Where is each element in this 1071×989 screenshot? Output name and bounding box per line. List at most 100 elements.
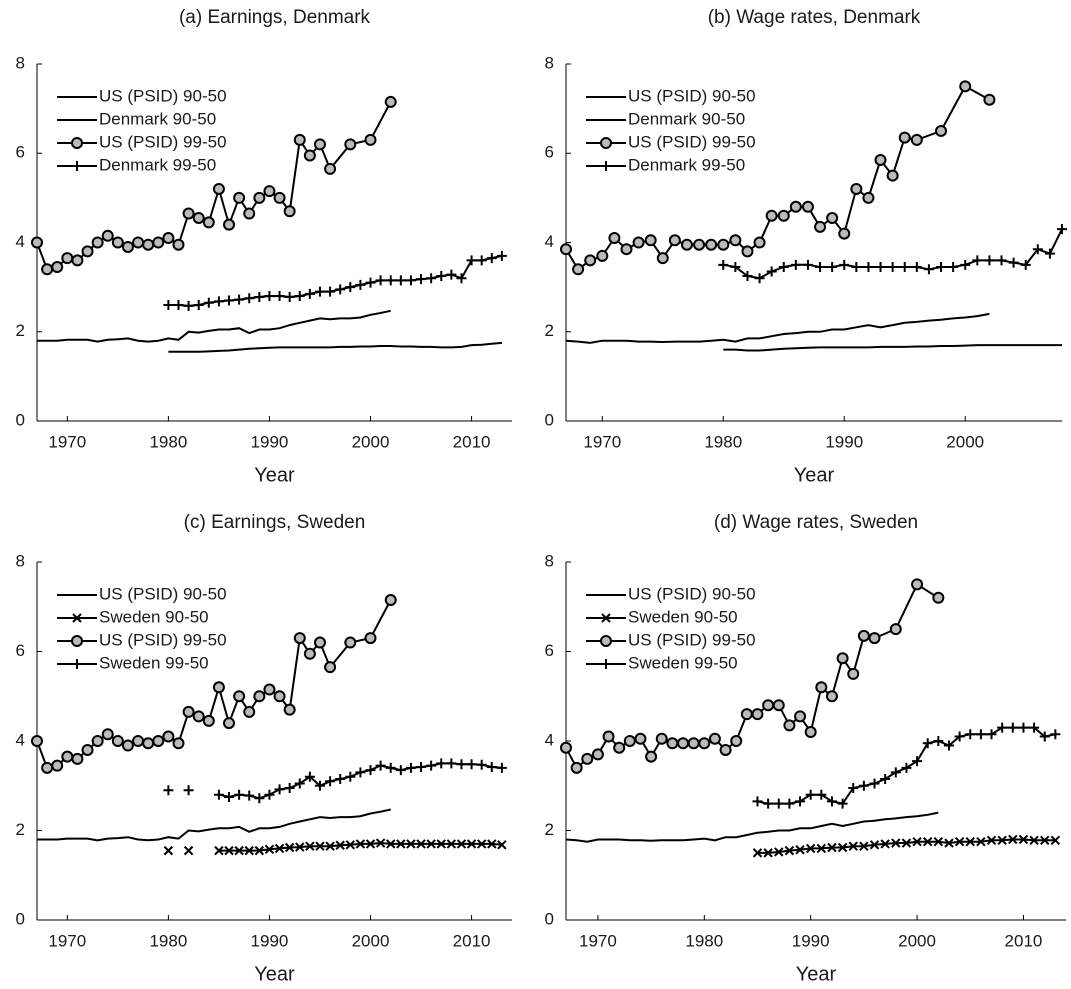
marker — [869, 840, 880, 850]
marker — [1008, 257, 1019, 268]
marker — [254, 845, 265, 856]
marker — [121, 240, 134, 253]
marker — [253, 690, 266, 703]
marker — [645, 750, 658, 763]
y-tick-label: 0 — [545, 909, 554, 928]
marker — [243, 705, 256, 718]
marker — [875, 262, 886, 273]
legend-marker — [600, 635, 612, 647]
marker — [1057, 224, 1067, 235]
marker — [668, 234, 681, 247]
marker — [121, 739, 134, 752]
marker — [666, 737, 679, 750]
marker — [899, 262, 910, 273]
y-tick-label: 4 — [16, 232, 25, 251]
legend-label: Denmark 99-50 — [99, 155, 216, 174]
marker — [718, 259, 729, 270]
marker — [773, 798, 784, 809]
marker — [51, 759, 64, 772]
marker — [355, 767, 366, 778]
marker — [837, 842, 848, 853]
marker — [254, 291, 265, 302]
marker — [192, 211, 205, 224]
y-tick-label: 4 — [16, 730, 25, 749]
x-tick-label: 2010 — [1005, 931, 1043, 950]
marker — [1007, 722, 1018, 733]
marker — [284, 291, 295, 302]
marker — [313, 138, 326, 151]
panel: (d) Wage rates, Sweden 0 2 4 6 8 1970 1980 1990 2… — [545, 512, 1066, 985]
marker — [364, 632, 377, 645]
marker — [677, 737, 690, 750]
marker — [997, 835, 1007, 846]
legend-label: US (PSID) 99-50 — [99, 630, 227, 649]
marker — [132, 236, 145, 249]
series-line — [36, 599, 392, 770]
marker — [729, 234, 742, 247]
y-tick-label: 2 — [16, 321, 25, 340]
y-tick-label: 6 — [545, 143, 554, 162]
y-tick-label: 8 — [16, 53, 25, 72]
marker — [233, 191, 246, 204]
legend-marker — [601, 613, 611, 623]
marker — [41, 263, 54, 276]
marker — [396, 839, 406, 849]
marker — [986, 729, 997, 740]
x-tick-label: 2000 — [898, 931, 936, 950]
marker — [416, 274, 427, 285]
marker — [766, 266, 777, 277]
marker — [223, 218, 236, 231]
marker — [436, 839, 446, 849]
marker — [708, 732, 721, 745]
x-tick-label: 1970 — [48, 432, 86, 451]
x-axis-title: Year — [794, 464, 835, 486]
marker — [802, 259, 813, 270]
marker — [1050, 835, 1061, 846]
marker — [983, 93, 996, 106]
marker — [81, 245, 94, 258]
marker — [922, 738, 933, 749]
marker — [1044, 248, 1055, 259]
marker — [193, 299, 204, 310]
marker — [71, 254, 84, 267]
marker — [874, 153, 887, 166]
legend-label: US (PSID) 90-50 — [99, 584, 227, 603]
marker — [344, 138, 357, 151]
marker — [891, 838, 901, 848]
marker — [456, 273, 467, 284]
x-tick-label: 2000 — [352, 931, 390, 950]
marker — [794, 710, 807, 723]
marker — [31, 735, 43, 747]
marker — [192, 710, 205, 723]
marker — [944, 838, 954, 848]
marker — [496, 250, 507, 261]
marker — [31, 236, 43, 249]
marker — [863, 262, 874, 273]
x-tick-label: 2000 — [352, 432, 390, 451]
marker — [375, 760, 386, 771]
marker — [901, 838, 912, 848]
marker — [868, 632, 881, 645]
marker — [898, 131, 911, 144]
marker — [295, 842, 305, 852]
marker — [274, 291, 285, 302]
marker — [426, 839, 436, 849]
x-tick-label: 1980 — [149, 931, 187, 950]
marker — [933, 736, 944, 746]
marker — [826, 211, 839, 224]
y-tick-label: 2 — [545, 820, 554, 839]
x-tick-label: 2010 — [453, 931, 491, 950]
marker — [335, 840, 345, 850]
marker — [784, 845, 795, 856]
marker — [789, 200, 802, 213]
marker — [335, 774, 346, 785]
marker — [936, 262, 947, 273]
marker — [375, 275, 386, 286]
marker — [294, 778, 305, 789]
marker — [385, 762, 396, 773]
marker — [304, 771, 315, 782]
marker — [172, 238, 185, 251]
legend-label: Denmark 90-50 — [628, 109, 745, 128]
legend-label: US (PSID) 99-50 — [628, 630, 756, 649]
